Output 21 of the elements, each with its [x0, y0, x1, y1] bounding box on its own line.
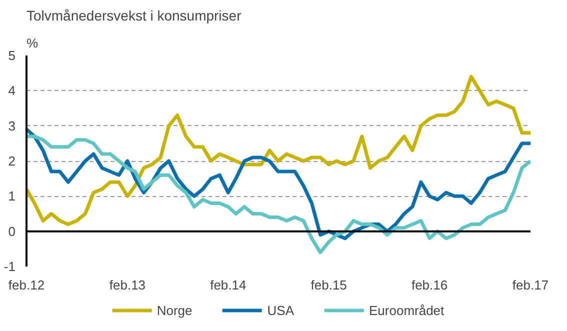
- y-tick-label: 0: [8, 224, 16, 239]
- x-tick-label: feb.12: [8, 278, 45, 292]
- y-tick-label: 5: [8, 48, 16, 63]
- x-tick-label: feb.15: [310, 278, 347, 292]
- y-axis-title: %: [26, 36, 38, 50]
- line-series: [26, 128, 530, 240]
- y-tick-label: 4: [8, 83, 16, 98]
- x-tick-label: feb.14: [210, 278, 246, 292]
- y-tick-label: 3: [8, 118, 16, 134]
- x-tick-label: feb.17: [512, 278, 549, 292]
- x-tick-label: feb.13: [109, 278, 146, 292]
- y-tick-label: 2: [8, 154, 16, 168]
- chart-title: Tolvmånedersvekst i konsumpriser: [26, 8, 242, 24]
- y-tick-label: 1: [8, 188, 16, 204]
- line-series: [26, 74, 530, 226]
- y-tick-label: -1: [4, 259, 16, 274]
- legend-label: Euroområdet: [369, 302, 444, 318]
- legend-label: Norge: [156, 302, 192, 318]
- x-tick-label: feb.16: [411, 278, 448, 292]
- line-series: [26, 134, 530, 254]
- legend-label: USA: [267, 302, 294, 318]
